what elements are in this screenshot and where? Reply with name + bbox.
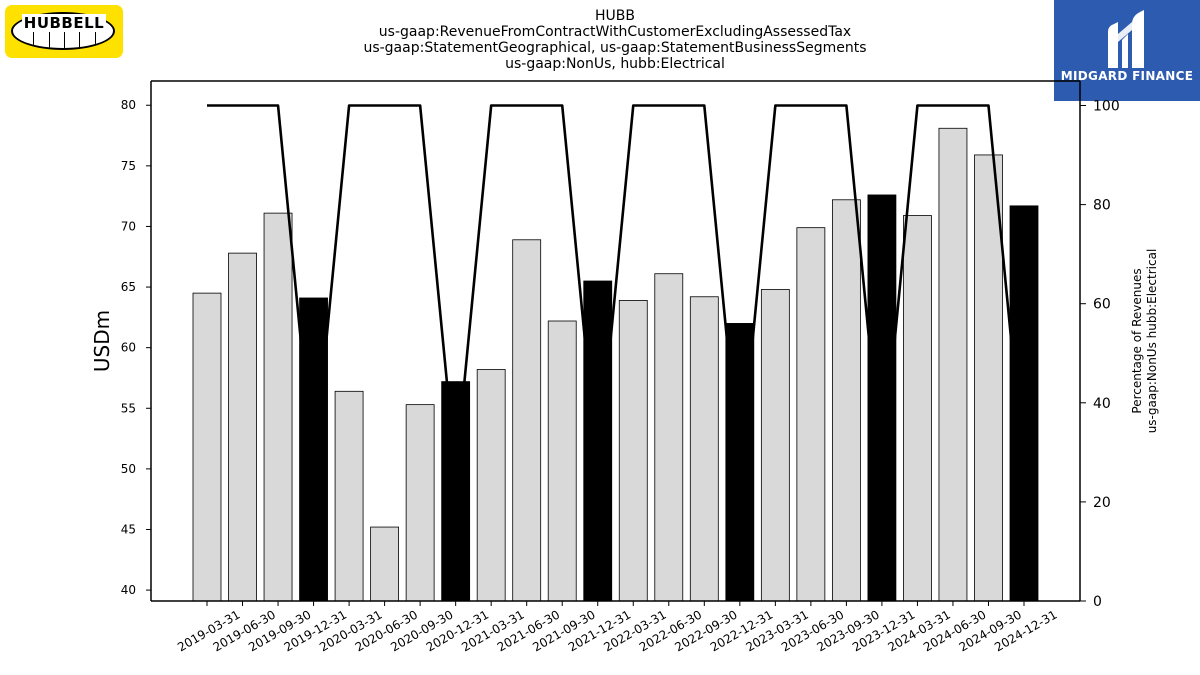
bar-2019-12-31 <box>299 297 328 602</box>
percentage-line <box>207 104 1026 474</box>
bar-2020-12-31 <box>441 381 471 602</box>
y-tick-label: 65 <box>121 280 136 294</box>
y2-tick-label: 60 <box>1093 297 1111 313</box>
y-tick-label: 60 <box>121 341 136 355</box>
chart-title-line-0: HUBB <box>595 8 635 24</box>
bar-2019-09-30 <box>263 212 293 602</box>
bar-2023-12-31 <box>867 194 897 602</box>
bar-2020-09-30 <box>405 404 435 602</box>
bar-2024-09-30 <box>974 154 1003 602</box>
midgard-mark-icon <box>1108 10 1144 68</box>
bar-2021-03-31 <box>476 369 506 602</box>
bar-2023-03-31 <box>760 289 790 602</box>
hubbell-logo: HUBBELL <box>5 5 123 58</box>
bar-2019-06-30 <box>228 252 257 602</box>
y-tick-label: 40 <box>121 583 136 597</box>
y2-axis-ticks: 0 20 40 60 80 100 <box>1080 99 1120 610</box>
y2-axis-label: Percentage of Revenues us-gaap:NonUs hubb… <box>1130 249 1159 434</box>
bar-2024-03-31 <box>903 215 932 602</box>
bar-2022-06-30 <box>654 273 684 602</box>
bar-2021-12-31 <box>583 280 613 602</box>
bar-2024-06-30 <box>938 127 968 602</box>
y2-axis-label-line-1: us-gaap:NonUs hubb:Electrical <box>1145 249 1159 434</box>
bar-2024-12-31 <box>1009 205 1039 602</box>
hubbell-logo-text: HUBBELL <box>21 14 107 32</box>
y2-tick-label: 100 <box>1093 99 1120 115</box>
bar-2021-06-30 <box>512 239 542 602</box>
chart-title-line-2: us-gaap:StatementGeographical, us-gaap:S… <box>363 40 866 56</box>
y2-tick-label: 20 <box>1093 495 1111 511</box>
midgard-finance-text: MIDGARD FINANCE <box>1060 69 1194 83</box>
bar-2022-03-31 <box>618 299 648 602</box>
y2-axis-label-line-0: Percentage of Revenues <box>1130 268 1144 413</box>
y2-tick-label: 80 <box>1093 198 1111 214</box>
percentage-line-series <box>207 104 1026 474</box>
bar-2021-09-30 <box>547 320 577 602</box>
chart-title-line-1: us-gaap:RevenueFromContractWithCustomerE… <box>379 24 851 40</box>
bar-2023-06-30 <box>796 227 826 602</box>
bar-2022-09-30 <box>689 296 719 602</box>
bar-2020-03-31 <box>334 390 364 602</box>
y-tick-label: 75 <box>121 159 136 173</box>
y-tick-label: 45 <box>121 522 136 536</box>
y-tick-label: 50 <box>121 462 136 476</box>
bar-series <box>192 127 1039 602</box>
y-tick-label: 80 <box>121 98 136 112</box>
bar-2023-09-30 <box>831 199 861 602</box>
y-tick-label: 55 <box>121 401 136 415</box>
midgard-finance-logo: MIDGARD FINANCE <box>1054 0 1200 101</box>
y2-tick-label: 40 <box>1093 396 1111 412</box>
bar-2019-03-31 <box>192 292 222 602</box>
y-tick-label: 70 <box>121 219 136 233</box>
chart-title: HUBBus-gaap:RevenueFromContractWithCusto… <box>363 8 866 72</box>
chart-title-line-3: us-gaap:NonUs, hubb:Electrical <box>505 56 725 72</box>
chart-axes <box>150 80 1081 602</box>
bar-2020-06-30 <box>370 526 400 602</box>
y-axis-ticks: 40 45 50 55 60 65 70 75 80 <box>121 98 151 597</box>
x-axis-ticks: 2019-03-312019-06-302019-09-302019-12-31… <box>175 601 1060 654</box>
y2-tick-label: 0 <box>1093 594 1102 610</box>
y-axis-label: USDm <box>90 310 114 372</box>
